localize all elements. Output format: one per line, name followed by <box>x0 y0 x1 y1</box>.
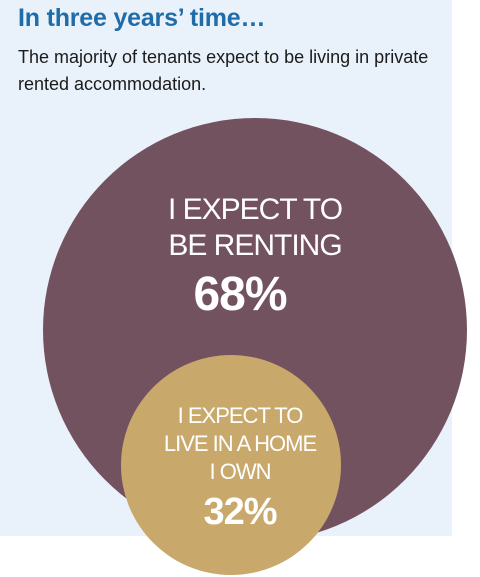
chart-subtitle: The majority of tenants expect to be liv… <box>18 47 429 94</box>
chart-title: In three years’ time… <box>18 4 266 32</box>
bubble-own-home <box>121 355 341 575</box>
renting-label-line-1: I EXPECT TO <box>167 193 343 226</box>
renting-label-line-2: BE RENTING <box>168 229 342 262</box>
renting-value: 68% <box>193 268 287 321</box>
own-label-line-1: I EXPECT TO <box>177 403 304 428</box>
own-value: 32% <box>203 491 277 533</box>
own-label-line-3: I OWN <box>209 459 272 484</box>
own-label-line-2: LIVE IN A HOME <box>163 431 317 456</box>
